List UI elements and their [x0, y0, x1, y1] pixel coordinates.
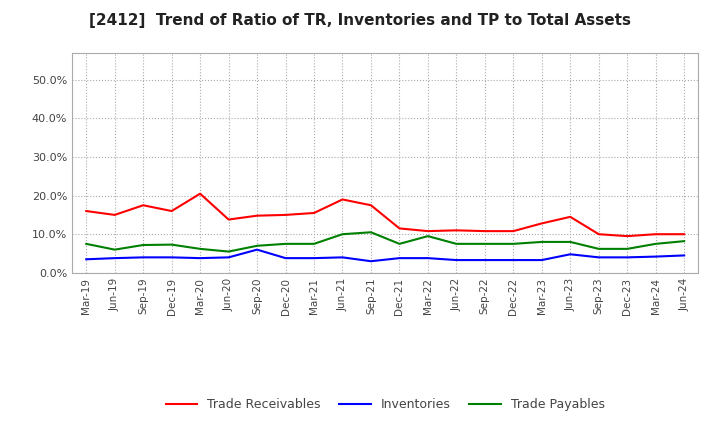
- Trade Receivables: [423, 228, 432, 234]
- Inventories: [253, 247, 261, 252]
- Trade Receivables: [537, 221, 546, 226]
- Trade Payables: [680, 238, 688, 244]
- Trade Payables: [595, 246, 603, 252]
- Trade Receivables: [595, 231, 603, 237]
- Inventories: [338, 255, 347, 260]
- Legend: Trade Receivables, Inventories, Trade Payables: Trade Receivables, Inventories, Trade Pa…: [161, 393, 610, 416]
- Inventories: [566, 252, 575, 257]
- Trade Receivables: [253, 213, 261, 218]
- Trade Receivables: [366, 202, 375, 208]
- Inventories: [82, 257, 91, 262]
- Inventories: [595, 255, 603, 260]
- Inventories: [537, 257, 546, 263]
- Trade Payables: [139, 242, 148, 248]
- Line: Trade Receivables: Trade Receivables: [86, 194, 684, 236]
- Trade Payables: [282, 241, 290, 246]
- Trade Receivables: [225, 217, 233, 222]
- Trade Payables: [225, 249, 233, 254]
- Trade Payables: [623, 246, 631, 252]
- Trade Payables: [480, 241, 489, 246]
- Inventories: [452, 257, 461, 263]
- Trade Payables: [196, 246, 204, 252]
- Trade Receivables: [282, 212, 290, 217]
- Trade Receivables: [395, 226, 404, 231]
- Inventories: [110, 256, 119, 261]
- Inventories: [282, 256, 290, 261]
- Trade Payables: [509, 241, 518, 246]
- Trade Payables: [167, 242, 176, 247]
- Trade Payables: [423, 234, 432, 239]
- Inventories: [423, 256, 432, 261]
- Inventories: [366, 259, 375, 264]
- Trade Payables: [395, 241, 404, 246]
- Trade Receivables: [566, 214, 575, 220]
- Inventories: [310, 256, 318, 261]
- Trade Payables: [366, 230, 375, 235]
- Inventories: [139, 255, 148, 260]
- Inventories: [167, 255, 176, 260]
- Trade Payables: [253, 243, 261, 249]
- Trade Payables: [82, 241, 91, 246]
- Trade Payables: [338, 231, 347, 237]
- Inventories: [196, 256, 204, 261]
- Trade Payables: [110, 247, 119, 252]
- Trade Payables: [310, 241, 318, 246]
- Trade Payables: [537, 239, 546, 245]
- Text: [2412]  Trend of Ratio of TR, Inventories and TP to Total Assets: [2412] Trend of Ratio of TR, Inventories…: [89, 13, 631, 28]
- Trade Receivables: [110, 212, 119, 217]
- Trade Payables: [652, 241, 660, 246]
- Trade Payables: [452, 241, 461, 246]
- Trade Receivables: [196, 191, 204, 196]
- Trade Receivables: [652, 231, 660, 237]
- Trade Receivables: [680, 231, 688, 237]
- Trade Receivables: [139, 202, 148, 208]
- Trade Receivables: [310, 210, 318, 216]
- Inventories: [509, 257, 518, 263]
- Inventories: [225, 255, 233, 260]
- Trade Receivables: [509, 228, 518, 234]
- Line: Inventories: Inventories: [86, 249, 684, 261]
- Trade Receivables: [623, 234, 631, 239]
- Trade Payables: [566, 239, 575, 245]
- Inventories: [680, 253, 688, 258]
- Inventories: [623, 255, 631, 260]
- Inventories: [395, 256, 404, 261]
- Line: Trade Payables: Trade Payables: [86, 232, 684, 252]
- Trade Receivables: [82, 209, 91, 214]
- Trade Receivables: [452, 228, 461, 233]
- Trade Receivables: [480, 228, 489, 234]
- Trade Receivables: [167, 209, 176, 214]
- Inventories: [480, 257, 489, 263]
- Trade Receivables: [338, 197, 347, 202]
- Inventories: [652, 254, 660, 259]
